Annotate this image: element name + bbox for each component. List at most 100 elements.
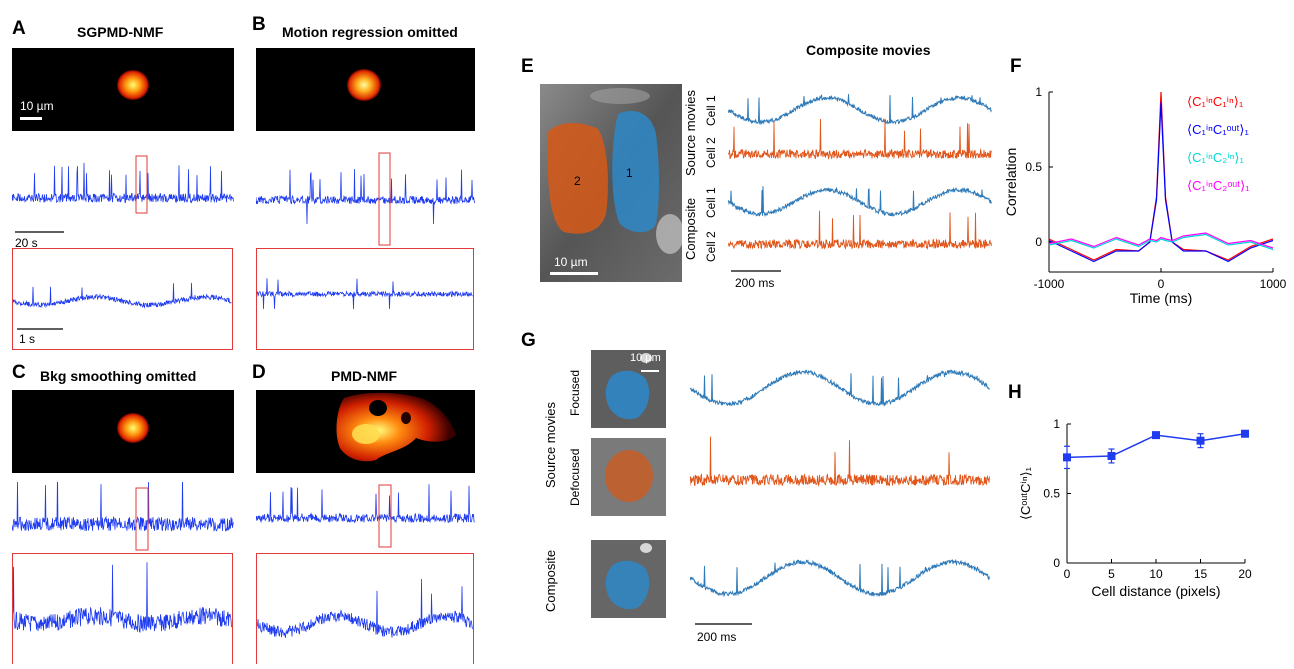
cell-roi (605, 370, 650, 420)
cell-blob (347, 69, 381, 101)
cell-roi (605, 560, 650, 610)
legend-entry: ⟨C₁ⁱⁿC₂ⁱⁿ⟩₁ (1187, 150, 1244, 165)
cell-2-label: 2 (574, 174, 581, 188)
signal-trace (12, 282, 232, 309)
panel-c-heatmap (117, 413, 149, 443)
focused-overlay (591, 350, 666, 428)
panel-a-title: SGPMD-NMF (77, 24, 164, 40)
y-tick-label: 0.5 (1043, 487, 1060, 501)
data-point (1152, 431, 1160, 440)
panel-a-cell-image: 10 µm (12, 48, 234, 131)
signal-trace (256, 168, 475, 225)
panel-e-image: 2 1 10 µm (540, 84, 682, 282)
y-tick-label: 0.5 (1025, 160, 1042, 174)
series-line (1048, 233, 1274, 251)
signal-trace (728, 186, 992, 218)
panel-b-zoom-trace (256, 278, 473, 310)
cell-blob (117, 70, 149, 100)
row-label-cell1-source: Cell 1 (704, 95, 718, 126)
panel-f-chart: -1000 0 1000 0 0.5 1 Time (ms) Correlation ⟨C₁ⁱⁿ… (1004, 85, 1287, 306)
x-axis-label: Time (ms) (1130, 290, 1192, 306)
x-tick-label: 10 (1149, 567, 1163, 581)
panel-e-traces (728, 94, 992, 272)
y-tick-label: 1 (1035, 85, 1042, 99)
panel-d-zoom-trace (256, 578, 473, 638)
panel-d-letter: D (252, 362, 266, 383)
zoom-window (135, 155, 148, 214)
x-axis-label: Cell distance (pixels) (1091, 583, 1220, 599)
series-line (1048, 232, 1274, 249)
cell-blob (117, 413, 149, 443)
row-label-cell2-composite: Cell 2 (704, 231, 718, 262)
source-movies-label: Source movies (543, 402, 558, 488)
legend-entry: ⟨C₁ⁱⁿC₁ⁱⁿ⟩₁ (1187, 94, 1244, 109)
data-point (1196, 436, 1205, 445)
panel-c-title: Bkg smoothing omitted (40, 368, 197, 384)
cell-2-roi (547, 123, 608, 234)
zoom-scale-label: 1 s (19, 332, 36, 346)
data-point (1063, 453, 1071, 462)
panel-a-zoom-box: 1 s (12, 248, 233, 350)
panel-e-heading: Composite movies (806, 42, 931, 58)
panel-g-defocused-image (591, 438, 666, 516)
legend-entry: ⟨C₁ⁱⁿC₂ᵒᵘᵗ⟩₁ (1187, 178, 1250, 193)
defocused-overlay (591, 438, 666, 516)
panel-b-letter: B (252, 14, 266, 35)
panel-d-cell-image (256, 390, 475, 473)
panel-h-letter: H (1008, 382, 1022, 403)
panel-g-focused-image: 10 µm (591, 350, 666, 428)
panel-d-heatmap (336, 392, 456, 462)
panel-d-trace (256, 484, 475, 548)
y-axis-label: Correlation (1004, 148, 1019, 216)
scale-bar (550, 272, 598, 275)
signal-trace (690, 369, 990, 407)
data-point (1107, 451, 1116, 460)
x-tick-label: 0 (1064, 567, 1071, 581)
signal-trace (728, 94, 992, 126)
y-axis-label: ⟨CᵒᵘᵗCⁱⁿ⟩₁ (1018, 466, 1033, 520)
panel-c-cell-image (12, 390, 234, 473)
series-line (1048, 102, 1274, 263)
dark-spot (401, 412, 411, 424)
panel-a-heatmap (20, 70, 149, 120)
panel-b-zoom-box (256, 248, 474, 350)
panel-d-zoom-box (256, 553, 474, 664)
panel-c-zoom-trace (12, 562, 232, 633)
signal-trace (12, 482, 234, 532)
zoom-window (378, 152, 391, 246)
time-scale-label: 200 ms (697, 630, 737, 644)
row-label-cell2-source: Cell 2 (704, 137, 718, 168)
panel-a-zoom-trace (12, 282, 232, 330)
source-movies-label: Source movies (683, 90, 698, 176)
panel-c-letter: C (12, 362, 26, 383)
panel-c-zoom-box (12, 553, 233, 664)
signal-trace (256, 278, 473, 310)
time-scale-label: 200 ms (735, 276, 775, 290)
y-tick-label: 0 (1053, 556, 1060, 570)
panel-g-composite-image (591, 540, 666, 618)
composite-overlay (591, 540, 666, 618)
legend-entry: ⟨C₁ⁱⁿC₁ᵒᵘᵗ⟩₁ (1187, 122, 1249, 137)
cell-roi (605, 450, 653, 502)
y-tick-label: 1 (1053, 417, 1060, 431)
cell-blob (336, 392, 456, 462)
x-tick-label: -1000 (1034, 277, 1065, 291)
defocused-label: Defocused (568, 448, 582, 506)
panel-b-trace (256, 152, 475, 246)
panel-e-overlay (540, 84, 682, 282)
signal-trace (12, 562, 232, 633)
panel-f-letter: F (1010, 56, 1022, 77)
signal-trace (690, 436, 990, 487)
composite-label: Composite (683, 197, 698, 260)
panel-a-trace (12, 155, 234, 233)
zoom-window (135, 487, 149, 551)
panel-d-title: PMD-NMF (331, 368, 398, 384)
panel-g-traces (690, 369, 990, 625)
signal-trace (256, 484, 475, 524)
signal-trace (256, 578, 473, 638)
signal-trace (728, 210, 992, 250)
zoom-window (378, 484, 392, 548)
composite-label: Composite (543, 549, 558, 612)
time-scale-label: 20 s (15, 236, 38, 250)
scale-bar-label: 10 µm (20, 99, 54, 113)
